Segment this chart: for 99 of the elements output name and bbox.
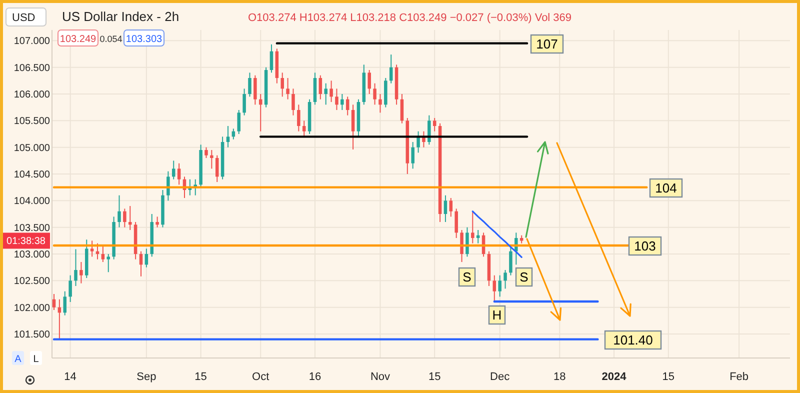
candlestick [80, 262, 83, 284]
x-tick-label: 15 [662, 371, 675, 383]
candlestick [313, 72, 317, 106]
candlestick [90, 240, 94, 258]
candlestick [166, 170, 170, 202]
candlestick [254, 74, 257, 106]
candlestick [177, 162, 181, 186]
y-tick-label: 104.500 [14, 170, 50, 180]
y-tick-label: 102.500 [14, 276, 50, 288]
candlestick [378, 94, 382, 114]
candlestick [302, 120, 306, 138]
candlestick [106, 254, 110, 273]
candlestick [389, 54, 393, 84]
candlestick [215, 154, 219, 182]
candlestick [324, 82, 328, 106]
annotation: H [492, 308, 502, 323]
candlestick [444, 194, 448, 222]
candlestick [204, 146, 208, 158]
y-tick-label: 105.000 [14, 142, 50, 154]
annotation: 107 [536, 36, 558, 52]
annotation: S [520, 270, 529, 285]
candlestick [74, 248, 78, 286]
annotation: 101.40 [613, 332, 653, 348]
x-tick-label: Feb [730, 371, 749, 383]
y-tick-label: 106.500 [14, 62, 50, 74]
candlestick [144, 248, 148, 268]
x-tick-label: Sep [136, 371, 156, 383]
candlestick [492, 274, 496, 302]
annotation: 103.303 [126, 34, 163, 45]
candlestick [504, 270, 507, 290]
text: L [33, 354, 40, 365]
y-tick-label: 101.500 [14, 330, 50, 340]
candlestick [280, 72, 284, 98]
y-tick-label: 104.000 [14, 196, 50, 208]
y-tick-label: 105.500 [14, 116, 50, 128]
candlestick [68, 274, 72, 302]
y-tick-label: 106.000 [14, 90, 50, 100]
candlestick [139, 250, 143, 277]
candlestick [226, 126, 230, 148]
x-tick-label: 15 [428, 371, 441, 383]
y-tick-label: 102.000 [14, 302, 50, 314]
candlestick [172, 160, 176, 180]
candlestick [471, 210, 474, 244]
candlestick [118, 194, 121, 228]
annotation: 104 [655, 180, 677, 196]
candlestick [466, 226, 469, 258]
candlestick [335, 88, 338, 110]
candlestick [368, 70, 371, 94]
candlestick [449, 198, 453, 218]
chart-title: US Dollar Index - 2h [62, 9, 180, 24]
candlestick [292, 88, 295, 116]
candlestick [411, 142, 414, 170]
candlestick [210, 150, 214, 170]
x-tick-label: 2024 [602, 371, 628, 383]
candlestick [498, 274, 502, 298]
text: USD [12, 12, 36, 24]
candlestick [384, 78, 388, 108]
candlestick [101, 246, 105, 262]
x-tick-label: Nov [370, 371, 391, 383]
candlestick [340, 94, 344, 110]
text: 01:38:38 [6, 236, 46, 248]
candlestick [400, 94, 404, 124]
x-tick-label: 16 [308, 371, 322, 383]
annotation: 103 [634, 238, 656, 254]
candlestick [330, 80, 333, 102]
candlestick [351, 104, 355, 150]
candlestick [509, 246, 512, 276]
candlestick [123, 208, 126, 228]
candlestick [286, 78, 290, 100]
text: A [14, 354, 22, 365]
candlestick [242, 88, 246, 116]
candlestick [237, 110, 240, 134]
x-tick-label: Oct [252, 371, 270, 383]
annotation: S [462, 270, 472, 285]
x-tick-label: 15 [194, 371, 207, 383]
candlestick [52, 294, 56, 310]
annotation: 103.249 [60, 34, 97, 45]
line-series [472, 210, 522, 258]
candlestick [318, 74, 322, 100]
candlestick [416, 130, 420, 154]
candlestick [63, 290, 67, 316]
candlestick [428, 114, 431, 146]
candlestick [346, 96, 350, 116]
x-tick-label: 14 [64, 371, 76, 383]
candlestick [297, 104, 300, 132]
x-tick-label: Dec [490, 371, 510, 383]
candlestick [270, 44, 274, 74]
text: O103.274 H103.274 L103.218 C103.249 −0.027 (−0.03%) Vol 369 [248, 12, 572, 24]
candlestick [373, 82, 376, 106]
y-tick-label: 107.000 [14, 36, 50, 48]
annotation: 0.054 [100, 34, 122, 44]
candlestick [156, 216, 159, 228]
candlestick [248, 72, 252, 98]
y-tick-label: 103.000 [14, 250, 50, 260]
candlestick [460, 230, 464, 262]
candlestick [432, 118, 436, 132]
candlestick [454, 208, 458, 238]
y-tick-label: 103.500 [14, 222, 50, 234]
x-tick-label: 18 [554, 371, 566, 383]
